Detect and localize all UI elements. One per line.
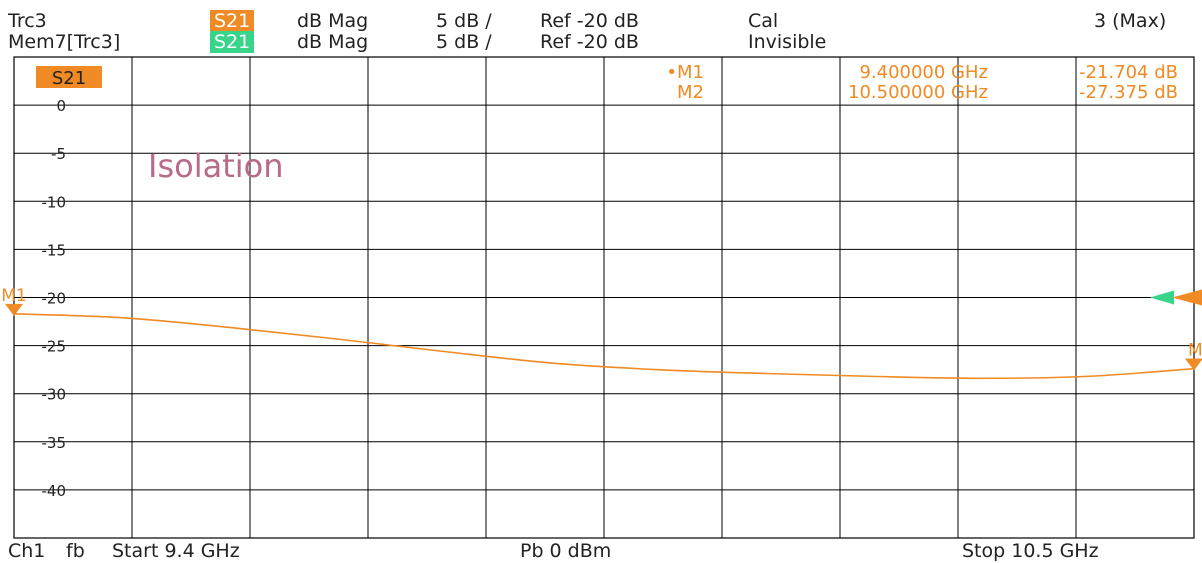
y-tick-label: -5 bbox=[51, 145, 66, 163]
trace2-ref: Ref -20 dB bbox=[540, 31, 639, 53]
marker-readout-freq: 9.400000 GHz bbox=[859, 62, 988, 83]
trace1-name: Trc3 bbox=[8, 10, 47, 32]
trace2-param-badge[interactable]: S21 bbox=[210, 31, 255, 53]
channel-label: Ch1 bbox=[8, 540, 46, 562]
y-tick-label: -10 bbox=[42, 193, 67, 211]
max-indicator: 3 (Max) bbox=[1094, 10, 1167, 32]
y-tick-label: -25 bbox=[42, 338, 67, 356]
trace1-ref: Ref -20 dB bbox=[540, 10, 639, 32]
marker-readout-value: -21.704 dB bbox=[1079, 62, 1178, 83]
y-tick-label: -15 bbox=[42, 241, 67, 259]
trace-label-box bbox=[36, 66, 102, 88]
memory-ref-arrow bbox=[1150, 290, 1174, 305]
marker-triangle bbox=[5, 303, 23, 316]
y-tick-label: -30 bbox=[42, 386, 67, 404]
marker-readout-name: •M1 bbox=[666, 62, 704, 83]
trace1-format: dB Mag bbox=[297, 10, 369, 32]
marker-readout-value: -27.375 dB bbox=[1079, 82, 1178, 103]
trace-label: S21 bbox=[52, 68, 86, 89]
source-power: Pb 0 dBm bbox=[520, 540, 612, 562]
marker-label: M2 bbox=[1188, 340, 1202, 360]
y-tick-label: 0 bbox=[56, 97, 66, 115]
annotation-label: Isolation bbox=[148, 147, 283, 185]
y-tick-label: -40 bbox=[42, 482, 67, 500]
trace2-format: dB Mag bbox=[297, 31, 369, 53]
trace2-scale: 5 dB / bbox=[436, 31, 492, 53]
marker-readout-name: M2 bbox=[677, 82, 704, 103]
trace-ref-arrow bbox=[1172, 289, 1202, 306]
marker-triangle bbox=[1185, 358, 1202, 371]
trace2-name: Mem7[Trc3] bbox=[8, 31, 121, 53]
y-tick-label: -20 bbox=[42, 290, 67, 308]
stop-frequency: Stop 10.5 GHz bbox=[962, 540, 1099, 562]
marker-readout-freq: 10.500000 GHz bbox=[848, 82, 988, 103]
mode-label: fb bbox=[66, 540, 85, 562]
y-tick-label: -35 bbox=[42, 434, 67, 452]
trace1-param-badge[interactable]: S21 bbox=[210, 10, 255, 32]
marker-label: M1 bbox=[1, 286, 26, 306]
start-frequency: Start 9.4 GHz bbox=[112, 540, 240, 562]
trace2-status: Invisible bbox=[748, 31, 827, 53]
series-line bbox=[13, 313, 1195, 380]
trace1-scale: 5 dB / bbox=[436, 10, 492, 32]
trace1-status: Cal bbox=[748, 10, 779, 32]
